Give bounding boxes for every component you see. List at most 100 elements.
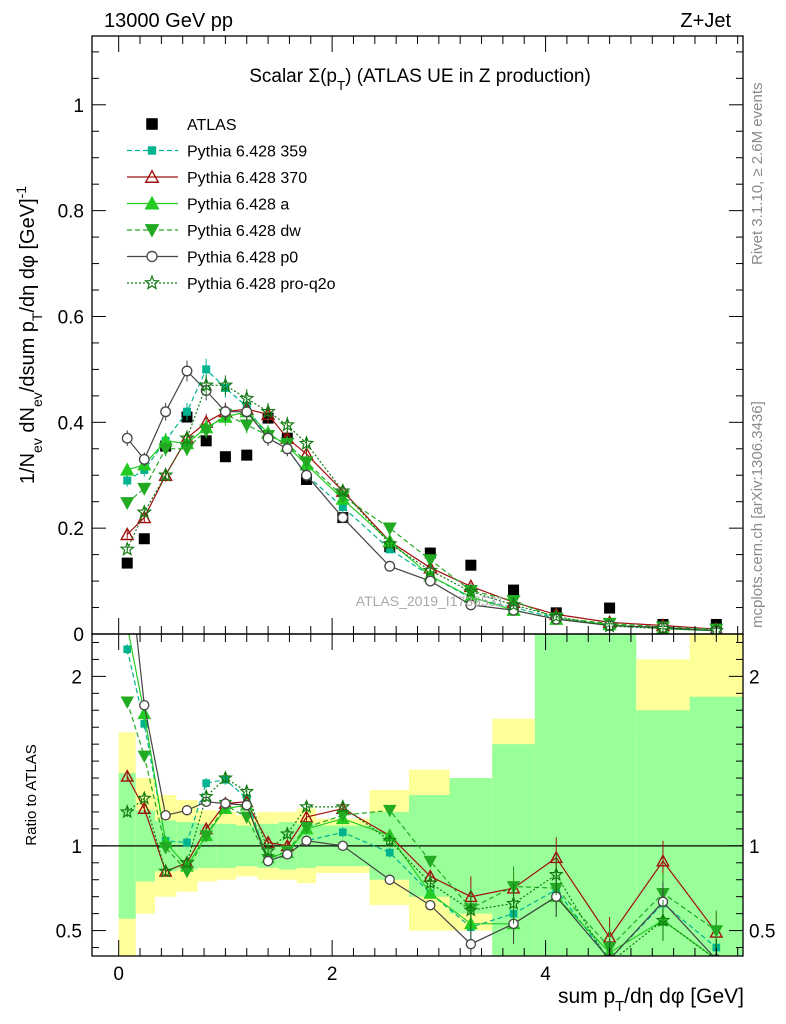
data-point [548, 608, 564, 624]
ratio-point [120, 769, 135, 782]
header-right: Z+Jet [680, 10, 731, 32]
ratio-point [423, 886, 438, 899]
legend-item: Pythia 6.428 359 [127, 144, 307, 161]
ratio-point [217, 770, 233, 785]
ratio-y-tick-label-right: 1 [749, 837, 760, 858]
ratio-point [425, 899, 436, 911]
ratio-point [656, 853, 670, 867]
legend-marker [143, 274, 161, 290]
ratio-point [605, 955, 614, 956]
data-point [198, 377, 214, 392]
ratio-y-tick-label: 0.5 [56, 922, 82, 943]
ratio-point [463, 902, 479, 917]
ratio-point [136, 790, 152, 805]
legend-label: Pythia 6.428 p0 [187, 250, 298, 267]
ratio-point [139, 699, 150, 711]
legend-marker [146, 118, 158, 130]
legend-item: Pythia 6.428 370 [127, 169, 307, 187]
data-point [217, 377, 234, 392]
ratio-point [299, 821, 314, 835]
ratio-point [158, 842, 173, 855]
legend-item: Pythia 6.428 dw [127, 223, 301, 240]
data-point [422, 562, 439, 578]
data-point [158, 443, 173, 457]
ratio-point [239, 783, 255, 798]
ratio-point [465, 938, 477, 950]
x-tick-label: 2 [327, 964, 338, 985]
data-point [121, 432, 133, 444]
ratio-point [199, 830, 213, 843]
legend-label: ATLAS [187, 117, 237, 134]
data-point [260, 403, 276, 419]
ratio-point [382, 832, 398, 848]
data-point [337, 512, 349, 524]
ratio-series-group [119, 620, 724, 956]
ratio-y-tick-label-right: 0.5 [749, 922, 775, 943]
legend: ATLAS Pythia 6.428 359 Pythia 6.428 370 Pyt… [127, 117, 336, 293]
data-point [279, 416, 296, 432]
data-point [604, 602, 616, 614]
ratio-y-tick-label: 2 [71, 667, 82, 688]
ratio-point [240, 811, 254, 824]
legend-marker [144, 195, 160, 210]
data-point [424, 575, 436, 587]
ratio-point [506, 895, 521, 910]
data-point [241, 449, 253, 461]
ratio-point [202, 779, 211, 787]
ratio-point [198, 788, 214, 804]
series-line [126, 369, 717, 632]
y-tick-label: 0.6 [58, 307, 84, 328]
ratio-point [282, 849, 293, 860]
data-point [655, 620, 671, 634]
ratio-point [279, 826, 295, 841]
ratio-point [158, 863, 174, 878]
data-point [505, 596, 522, 612]
y-tick-label: 1 [73, 96, 84, 117]
legend-marker [147, 146, 157, 155]
ratio-point [260, 843, 276, 858]
y-axis-label: 1/Nev dNev/dsum pT/dη dφ [GeV]-1 [13, 186, 45, 484]
ratio-point [241, 799, 252, 811]
axes-group: 0 0.2 0.4 0.6 0.8 1 0 2 4 0.5 0.5 1 1 2 2 [56, 35, 775, 985]
data-point [121, 557, 133, 569]
watermark: ATLAS_2019_I1736531 [356, 593, 505, 609]
y-tick-label: 0.2 [58, 519, 84, 540]
ratio-point [301, 835, 312, 846]
data-point [136, 504, 153, 519]
ratio-point [137, 706, 152, 720]
data-point [138, 453, 150, 465]
y-tick-label: 0.8 [58, 202, 84, 223]
ratio-point [548, 866, 564, 881]
data-point [281, 443, 293, 455]
data-point [200, 435, 212, 447]
y-tick-label: 0 [73, 625, 84, 646]
ratio-point [609, 954, 611, 956]
ratio-point [655, 912, 671, 927]
data-point [335, 482, 351, 498]
ratio-point [123, 645, 132, 654]
data-point [423, 554, 438, 568]
ratio-point [137, 750, 152, 763]
legend-label: Pythia 6.428 dw [187, 223, 301, 240]
legend-marker [144, 169, 160, 183]
ratio-point [122, 620, 133, 630]
ratio-point [160, 810, 171, 821]
data-point [181, 365, 193, 377]
header-left: 13000 GeV pp [104, 10, 233, 32]
legend-item: Pythia 6.428 pro-q2o [127, 274, 336, 293]
ratio-point [422, 875, 438, 890]
ratio-point [183, 838, 191, 847]
data-point [301, 469, 312, 481]
data-point [202, 365, 211, 374]
x-axis-label: sum pT/dη dφ [GeV] [558, 985, 744, 1015]
ratio-point [137, 801, 152, 815]
legend-item: ATLAS [146, 117, 237, 134]
ratio-point [120, 696, 134, 709]
data-point [182, 407, 191, 416]
ratio-y-tick-label-right: 2 [749, 667, 760, 688]
data-point [157, 467, 174, 482]
ratio-point [299, 799, 314, 814]
data-point [119, 541, 135, 556]
ratio-point [119, 804, 135, 819]
